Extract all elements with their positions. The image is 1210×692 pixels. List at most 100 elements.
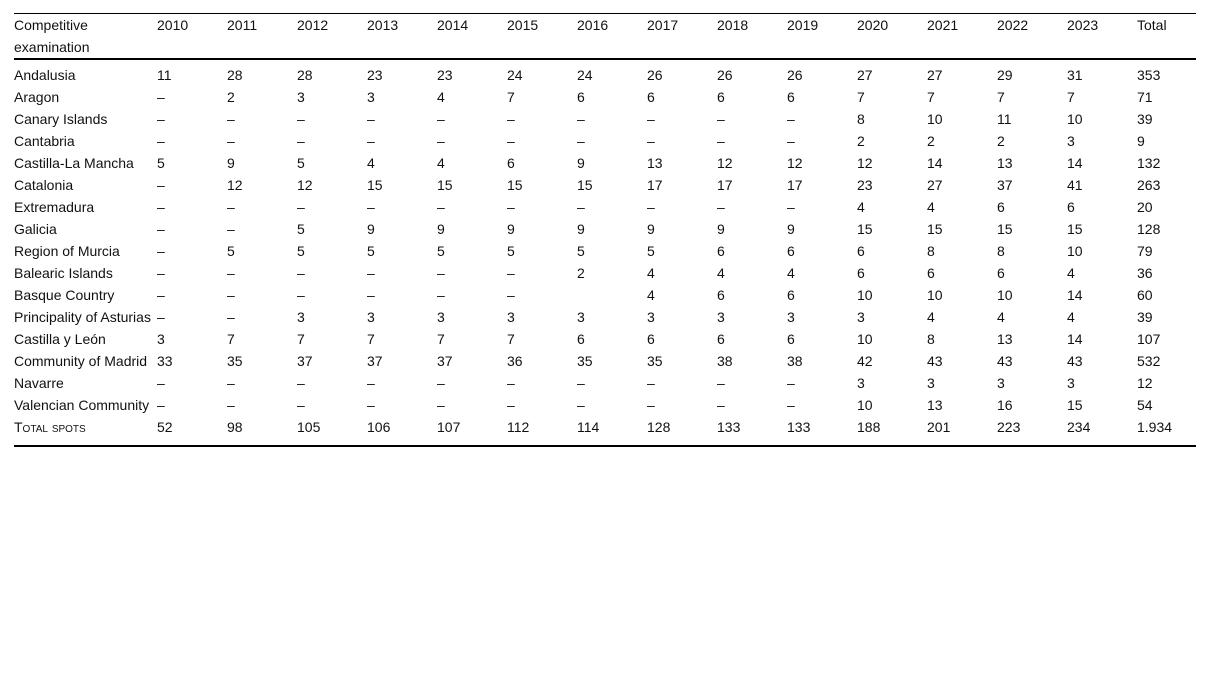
column-header-year-2023: 2023 bbox=[1067, 13, 1137, 60]
value-cell: 3 bbox=[367, 309, 375, 325]
value-cell: 9 bbox=[577, 155, 585, 171]
row-total-cell: 39 bbox=[1137, 309, 1153, 325]
value-cell: 41 bbox=[1067, 177, 1083, 193]
value-cell: 5 bbox=[297, 243, 305, 259]
value-cell: – bbox=[367, 199, 375, 215]
value-cell: 13 bbox=[997, 155, 1013, 171]
column-header-year-2016: 2016 bbox=[577, 13, 647, 60]
value-cell: – bbox=[297, 133, 305, 149]
region-name-cell: Castilla y León bbox=[14, 331, 106, 347]
value-cell: 5 bbox=[227, 243, 235, 259]
row-total-cell: 79 bbox=[1137, 243, 1153, 259]
value-cell: – bbox=[157, 177, 165, 193]
value-cell: 6 bbox=[717, 89, 725, 105]
table-row: Navarre – – – – – – – – – – 3 3 3 3 12 bbox=[14, 372, 1196, 394]
column-header-year-2015: 2015 bbox=[507, 13, 577, 60]
value-cell: – bbox=[367, 111, 375, 127]
row-total-cell: 532 bbox=[1137, 353, 1161, 369]
row-total-cell: 60 bbox=[1137, 287, 1153, 303]
region-name-cell: Total spots bbox=[14, 419, 86, 435]
value-cell: 3 bbox=[787, 309, 795, 325]
value-cell: 27 bbox=[927, 67, 943, 83]
value-cell: 37 bbox=[437, 353, 453, 369]
value-cell: – bbox=[437, 265, 445, 281]
value-cell: 3 bbox=[647, 309, 655, 325]
value-cell: 7 bbox=[997, 89, 1005, 105]
value-cell: – bbox=[437, 199, 445, 215]
value-cell: – bbox=[297, 265, 305, 281]
value-cell: 7 bbox=[927, 89, 935, 105]
value-cell: 7 bbox=[507, 331, 515, 347]
value-cell: – bbox=[577, 111, 585, 127]
row-total-cell: 54 bbox=[1137, 397, 1153, 413]
value-cell: 2 bbox=[857, 133, 865, 149]
value-cell: – bbox=[157, 243, 165, 259]
row-total-cell: 12 bbox=[1137, 375, 1153, 391]
value-cell: 107 bbox=[437, 419, 461, 435]
value-cell: – bbox=[297, 111, 305, 127]
value-cell: – bbox=[227, 375, 235, 391]
value-cell: – bbox=[367, 265, 375, 281]
value-cell: 7 bbox=[857, 89, 865, 105]
value-cell: 4 bbox=[437, 155, 445, 171]
value-cell: – bbox=[367, 287, 375, 303]
value-cell: 43 bbox=[927, 353, 943, 369]
value-cell: – bbox=[157, 221, 165, 237]
value-cell: – bbox=[157, 375, 165, 391]
value-cell: 133 bbox=[787, 419, 811, 435]
value-cell: 27 bbox=[927, 177, 943, 193]
value-cell: 27 bbox=[857, 67, 873, 83]
value-cell: 35 bbox=[227, 353, 243, 369]
value-cell: 4 bbox=[717, 265, 725, 281]
value-cell: 4 bbox=[647, 287, 655, 303]
value-cell: – bbox=[227, 287, 235, 303]
value-cell: 106 bbox=[367, 419, 391, 435]
value-cell: 6 bbox=[647, 89, 655, 105]
value-cell: 28 bbox=[297, 67, 313, 83]
region-name-cell: Basque Country bbox=[14, 287, 115, 303]
value-cell: 14 bbox=[1067, 155, 1083, 171]
value-cell: 3 bbox=[857, 375, 865, 391]
value-cell: 188 bbox=[857, 419, 881, 435]
value-cell: 3 bbox=[507, 309, 515, 325]
value-cell: 3 bbox=[717, 309, 725, 325]
value-cell: 35 bbox=[577, 353, 593, 369]
table-row: Balearic Islands – – – – – – 2 4 4 4 6 6 6 4 36 bbox=[14, 262, 1196, 284]
value-cell: – bbox=[157, 309, 165, 325]
value-cell: 9 bbox=[507, 221, 515, 237]
value-cell: 13 bbox=[997, 331, 1013, 347]
value-cell: 14 bbox=[1067, 331, 1083, 347]
value-cell: 6 bbox=[997, 265, 1005, 281]
table-row: Galicia – – 5 9 9 9 9 9 9 9 15 15 15 15 128 bbox=[14, 218, 1196, 240]
value-cell: 7 bbox=[367, 331, 375, 347]
competitive-examination-table: Competitive examination 2010 2011 2012 2013… bbox=[14, 13, 1196, 447]
value-cell: – bbox=[717, 199, 725, 215]
value-cell: 24 bbox=[507, 67, 523, 83]
value-cell: 3 bbox=[997, 375, 1005, 391]
value-cell: 7 bbox=[297, 331, 305, 347]
table-row: Extremadura – – – – – – – – – – 4 4 6 6 20 bbox=[14, 196, 1196, 218]
value-cell: 6 bbox=[1067, 199, 1075, 215]
value-cell: 98 bbox=[227, 419, 243, 435]
region-name-cell: Castilla-La Mancha bbox=[14, 155, 134, 171]
value-cell: 114 bbox=[577, 419, 600, 435]
value-cell: 35 bbox=[647, 353, 663, 369]
value-cell: – bbox=[717, 375, 725, 391]
value-cell: – bbox=[297, 375, 305, 391]
value-cell: 7 bbox=[1067, 89, 1075, 105]
value-cell: – bbox=[507, 287, 515, 303]
value-cell: 11 bbox=[157, 67, 172, 83]
row-total-cell: 1.934 bbox=[1137, 419, 1173, 435]
value-cell: 4 bbox=[367, 155, 375, 171]
value-cell: – bbox=[577, 375, 585, 391]
value-cell: 3 bbox=[857, 309, 865, 325]
value-cell: 52 bbox=[157, 419, 173, 435]
value-cell bbox=[577, 284, 647, 306]
value-cell: 10 bbox=[857, 331, 873, 347]
value-cell: 6 bbox=[577, 89, 585, 105]
value-cell: 2 bbox=[227, 89, 235, 105]
value-cell: 15 bbox=[997, 221, 1013, 237]
value-cell: 4 bbox=[927, 199, 935, 215]
value-cell: 31 bbox=[1067, 67, 1083, 83]
value-cell: 11 bbox=[997, 111, 1012, 127]
